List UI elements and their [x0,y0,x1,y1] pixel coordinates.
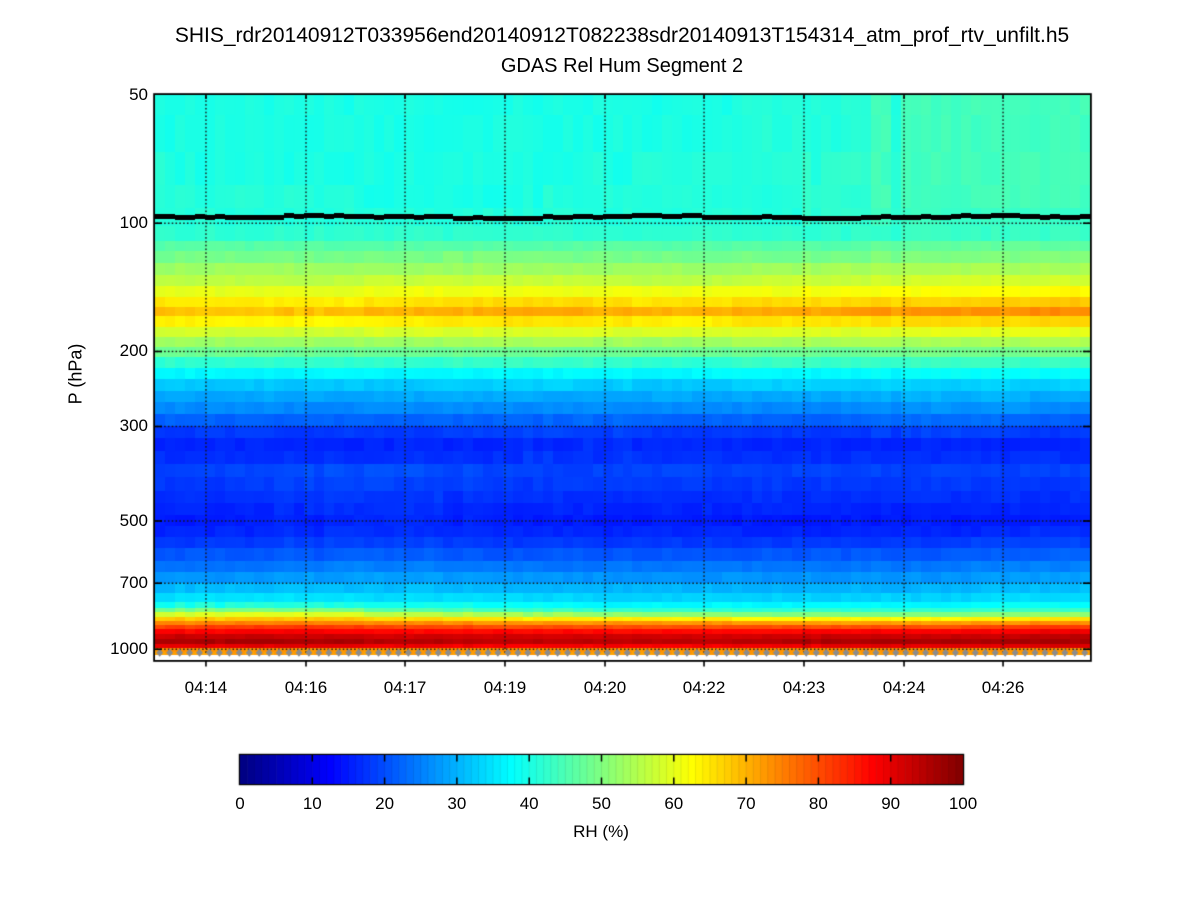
y-tick-label: 1000 [110,639,148,659]
y-tick-label: 700 [119,573,148,593]
x-tick-label: 04:16 [284,678,328,697]
colorbar-tick-label: 50 [592,794,611,813]
x-tick-label: 04:23 [782,678,826,697]
figure-subtitle: GDAS Rel Hum Segment 2 [500,55,744,77]
y-tick-label: 500 [119,510,148,530]
colorbar-tick-label: 40 [519,794,539,813]
x-tick-label: 04:26 [981,678,1025,697]
colorbar-tick-label: 70 [736,794,756,813]
colorbar-tick-label: 90 [881,794,901,813]
y-tick-label: 100 [119,213,148,233]
colorbar-tick-label: 0 [235,794,245,813]
x-tick-label: 04:22 [682,678,726,697]
colorbar-tick-label: 100 [948,794,978,813]
x-tick-label: 04:24 [882,678,926,697]
colorbar-tick-label: 80 [808,794,828,813]
x-tick-label: 04:19 [483,678,527,697]
colorbar-tick-label: 20 [375,794,395,813]
x-tick-label: 04:20 [583,678,627,697]
x-tick-label: 04:17 [383,678,427,697]
colorbar-tick-label: 30 [447,794,467,813]
colorbar-label: RH (%) [573,822,629,841]
y-tick-label: 200 [119,341,148,361]
x-tick-label: 04:14 [184,678,228,697]
colorbar-tick-label: 10 [302,794,322,813]
y-tick-label: 50 [129,85,148,104]
figure-title: SHIS_rdr20140912T033956end20140912T08223… [174,24,1070,47]
colorbar-tick-label: 60 [664,794,684,813]
y-tick-label: 300 [119,416,148,436]
